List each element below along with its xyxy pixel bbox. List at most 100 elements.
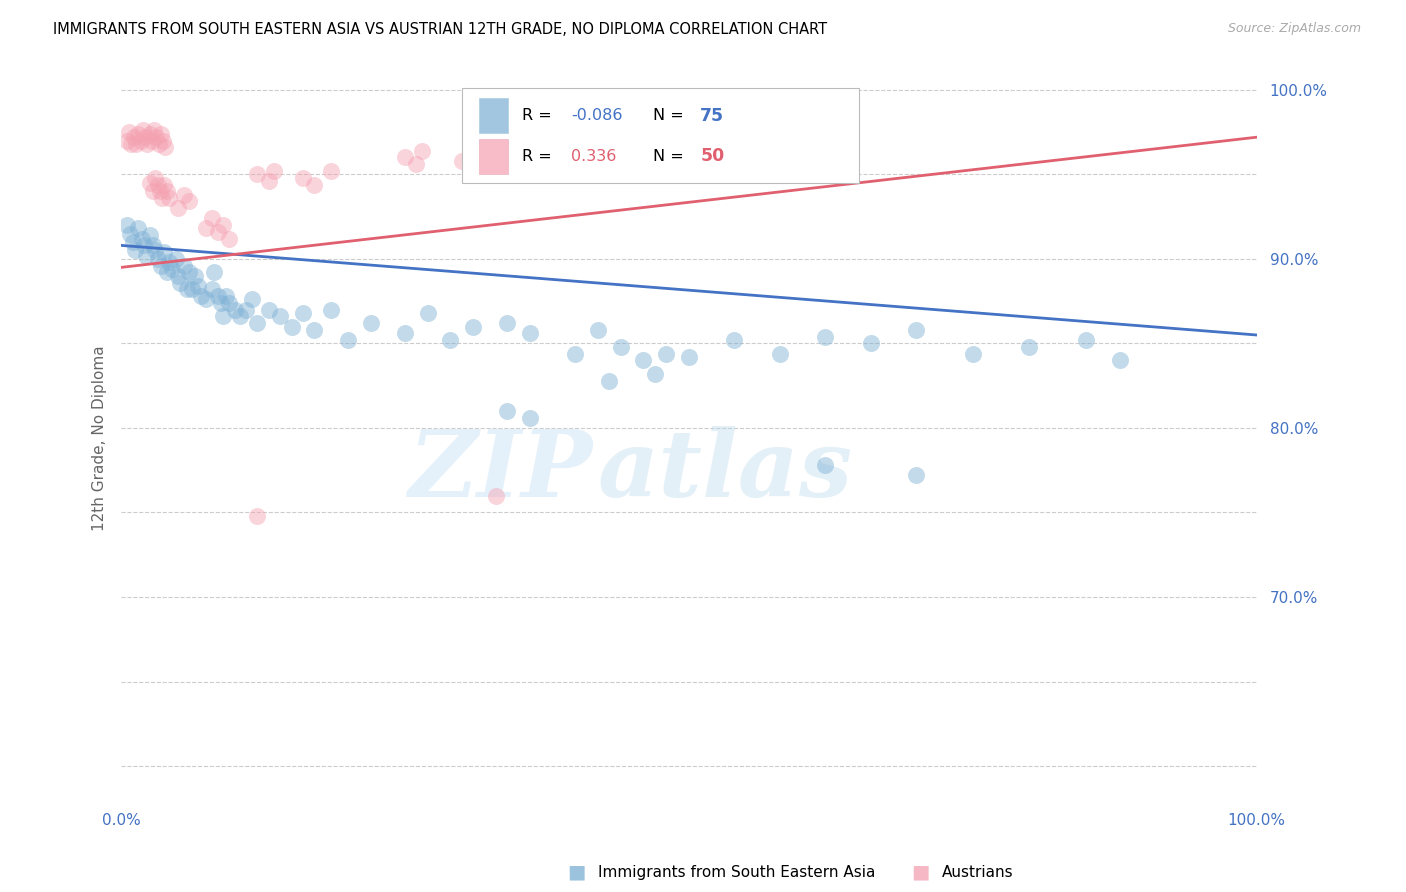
Point <box>173 259 195 273</box>
Point <box>644 367 666 381</box>
Point <box>167 201 190 215</box>
Text: 50: 50 <box>700 147 724 165</box>
Point <box>162 262 184 277</box>
Point <box>124 244 146 258</box>
Point <box>145 130 167 145</box>
FancyBboxPatch shape <box>479 98 509 133</box>
Point <box>519 326 541 341</box>
Point <box>202 265 225 279</box>
Point <box>405 157 427 171</box>
Point <box>723 333 745 347</box>
Point <box>450 153 472 168</box>
Point <box>132 123 155 137</box>
Point <box>207 225 229 239</box>
Text: ■: ■ <box>911 863 931 882</box>
Point <box>142 184 165 198</box>
Point <box>135 248 157 262</box>
Point <box>201 211 224 226</box>
Point <box>394 151 416 165</box>
Point <box>218 232 240 246</box>
Point <box>129 134 152 148</box>
FancyBboxPatch shape <box>479 138 509 174</box>
Point <box>120 136 142 151</box>
Point <box>156 184 179 198</box>
Point <box>134 130 156 145</box>
Point <box>463 319 485 334</box>
Point <box>155 140 177 154</box>
Point <box>229 310 252 324</box>
Point <box>360 316 382 330</box>
Point <box>280 319 302 334</box>
Point <box>212 310 235 324</box>
Point <box>235 302 257 317</box>
Point <box>187 279 209 293</box>
Point <box>468 157 491 171</box>
Point <box>246 508 269 523</box>
Point <box>180 282 202 296</box>
Point <box>321 164 343 178</box>
Point <box>962 346 984 360</box>
Point <box>1109 353 1132 368</box>
Point <box>513 144 536 158</box>
Point <box>195 293 218 307</box>
Point <box>212 218 235 232</box>
Point <box>169 276 191 290</box>
Text: ZIP: ZIP <box>408 426 592 516</box>
Point <box>201 282 224 296</box>
Point <box>115 218 138 232</box>
Point <box>127 221 149 235</box>
Point <box>633 353 655 368</box>
Point <box>302 178 325 192</box>
Point <box>149 259 172 273</box>
Point <box>157 255 180 269</box>
Point <box>120 227 142 241</box>
Point <box>263 164 285 178</box>
Point <box>149 184 172 198</box>
Point <box>564 346 586 360</box>
Text: Austrians: Austrians <box>942 865 1014 880</box>
Point <box>485 489 508 503</box>
Text: R =: R = <box>522 108 557 123</box>
Point <box>121 235 143 249</box>
Text: N =: N = <box>652 108 689 123</box>
Point <box>496 151 519 165</box>
Point <box>215 289 238 303</box>
Text: N =: N = <box>652 149 689 163</box>
Point <box>496 404 519 418</box>
Y-axis label: 12th Grade, No Diploma: 12th Grade, No Diploma <box>93 345 107 531</box>
Text: Immigrants from South Eastern Asia: Immigrants from South Eastern Asia <box>598 865 875 880</box>
Point <box>224 302 246 317</box>
Text: IMMIGRANTS FROM SOUTH EASTERN ASIA VS AUSTRIAN 12TH GRADE, NO DIPLOMA CORRELATIO: IMMIGRANTS FROM SOUTH EASTERN ASIA VS AU… <box>53 22 828 37</box>
Point <box>337 333 360 347</box>
Point <box>257 302 280 317</box>
Point <box>127 127 149 141</box>
Text: R =: R = <box>522 149 557 163</box>
Point <box>218 296 240 310</box>
Text: 0.336: 0.336 <box>571 149 616 163</box>
Point <box>269 310 291 324</box>
Text: -0.086: -0.086 <box>571 108 623 123</box>
Point <box>439 333 461 347</box>
Point <box>143 170 166 185</box>
Point <box>153 245 176 260</box>
Point <box>769 346 792 360</box>
Point <box>190 289 212 303</box>
Point <box>138 176 160 190</box>
Point <box>122 130 145 145</box>
Point <box>176 282 198 296</box>
Point <box>321 302 343 317</box>
Point <box>167 268 190 283</box>
Point <box>678 350 700 364</box>
Point <box>143 123 166 137</box>
Point <box>136 136 159 151</box>
Point <box>291 306 314 320</box>
Point <box>240 293 263 307</box>
Point <box>519 410 541 425</box>
Point <box>814 329 837 343</box>
Point <box>411 144 433 158</box>
Point <box>179 265 201 279</box>
Point <box>246 316 269 330</box>
Point <box>115 134 138 148</box>
Point <box>598 374 620 388</box>
Text: atlas: atlas <box>598 426 853 516</box>
